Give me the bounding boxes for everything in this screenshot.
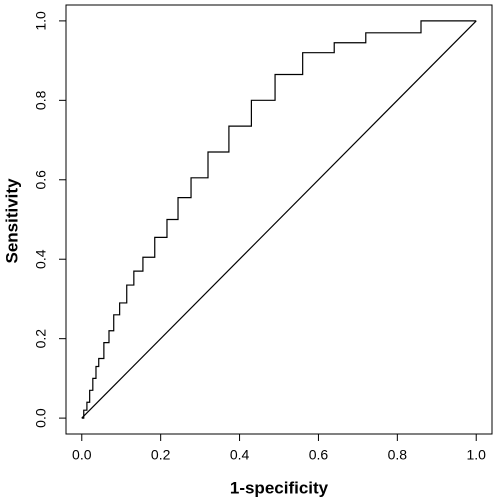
- x-axis-title: 1-specificity: [230, 478, 329, 497]
- x-tick-label: 1.0: [466, 447, 486, 463]
- y-tick-label: 0.8: [33, 90, 49, 110]
- roc-curve: [81, 20, 477, 419]
- y-tick-label: 1.0: [33, 11, 49, 31]
- y-tick-label: 0.4: [33, 249, 49, 269]
- y-tick-label: 0.6: [33, 170, 49, 190]
- y-tick-label: 0.0: [33, 408, 49, 428]
- x-tick-label: 0.2: [151, 447, 171, 463]
- reference-line: [81, 20, 477, 419]
- y-axis-title: Sensitivity: [2, 178, 21, 264]
- x-tick-label: 0.0: [72, 447, 92, 463]
- x-tick-label: 0.6: [309, 447, 329, 463]
- x-tick-label: 0.8: [388, 447, 408, 463]
- plot-frame: [65, 4, 493, 435]
- y-tick-label: 0.2: [33, 329, 49, 349]
- x-tick-label: 0.4: [230, 447, 250, 463]
